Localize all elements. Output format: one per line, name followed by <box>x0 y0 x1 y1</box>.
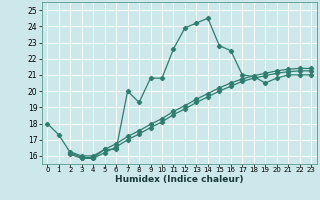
X-axis label: Humidex (Indice chaleur): Humidex (Indice chaleur) <box>115 175 244 184</box>
